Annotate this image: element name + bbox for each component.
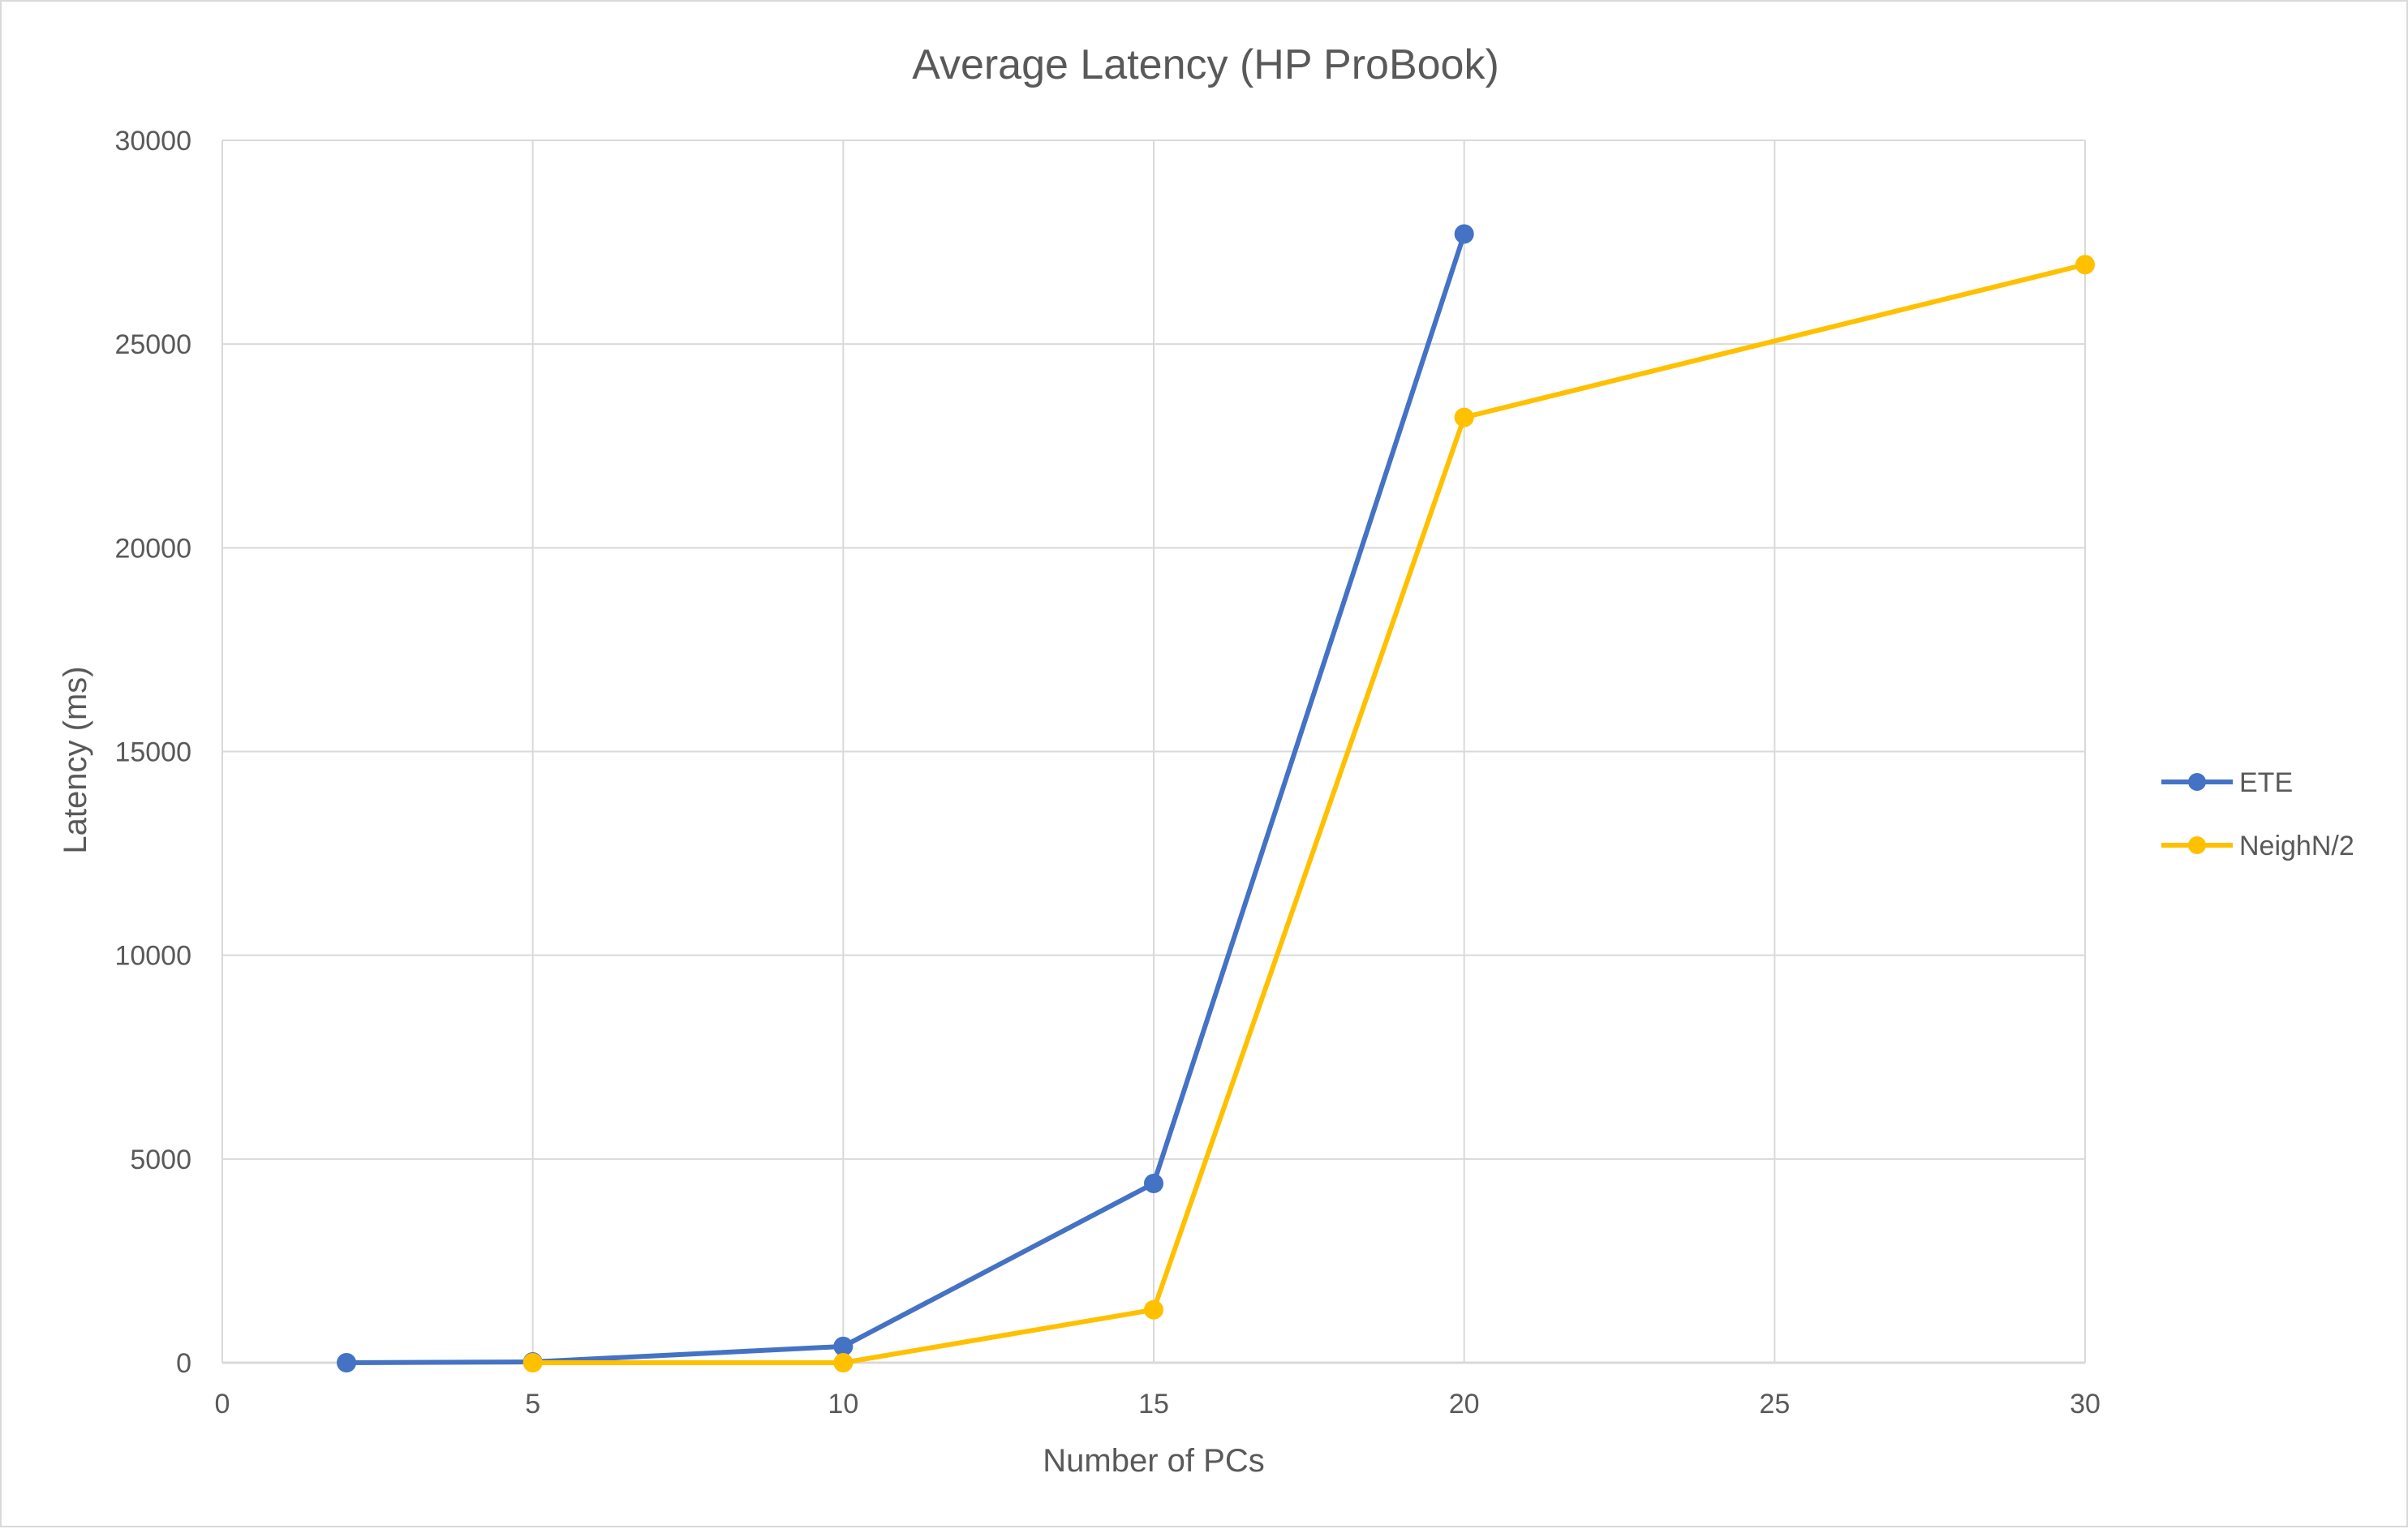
x-tick-label: 30 <box>2070 1389 2101 1419</box>
y-tick-label: 20000 <box>114 533 191 564</box>
y-tick-label: 30000 <box>114 126 191 157</box>
x-tick-label: 10 <box>828 1389 858 1419</box>
series-1 <box>522 255 2095 1372</box>
x-tick-label: 25 <box>1759 1389 1790 1419</box>
x-tick-label: 0 <box>215 1389 230 1419</box>
x-tick-label: 20 <box>1449 1389 1480 1419</box>
y-axis-label: Latency (ms) <box>58 666 93 853</box>
legend-item: NeighN/2 <box>2161 831 2354 861</box>
data-point <box>833 1336 854 1356</box>
x-axis-ticks: 0 5 10 15 20 25 30 <box>215 1389 2101 1419</box>
y-tick-label: 0 <box>176 1348 191 1379</box>
legend-marker <box>2188 836 2206 854</box>
series-line <box>530 262 2088 1365</box>
data-point <box>1144 1299 1163 1320</box>
data-point <box>1454 407 1474 427</box>
legend-label: NeighN/2 <box>2239 831 2354 861</box>
y-tick-label: 25000 <box>114 329 191 360</box>
y-tick-label: 15000 <box>114 737 191 768</box>
legend-marker <box>2188 773 2206 791</box>
legend-label: ETE <box>2239 767 2293 798</box>
legend-item: ETE <box>2161 767 2293 798</box>
y-axis-ticks: 0 5000 10000 15000 20000 25000 30000 <box>114 126 191 1379</box>
y-tick-label: 10000 <box>114 941 191 972</box>
x-tick-label: 15 <box>1138 1389 1169 1419</box>
data-point <box>833 1353 854 1372</box>
data-point <box>337 1353 357 1372</box>
series-0 <box>337 224 1474 1372</box>
series-lines <box>337 224 2095 1372</box>
gridlines <box>221 140 2086 1364</box>
x-tick-label: 5 <box>525 1389 540 1419</box>
legend: ETE NeighN/2 <box>2161 767 2354 861</box>
data-point <box>2075 255 2095 275</box>
x-axis-label: Number of PCs <box>1043 1443 1264 1479</box>
data-point <box>1144 1173 1163 1193</box>
data-point <box>522 1353 543 1372</box>
data-point <box>1454 224 1474 244</box>
series-line <box>344 231 1467 1365</box>
y-tick-label: 5000 <box>130 1145 191 1175</box>
chart-title: Average Latency (HP ProBook) <box>912 41 1499 88</box>
